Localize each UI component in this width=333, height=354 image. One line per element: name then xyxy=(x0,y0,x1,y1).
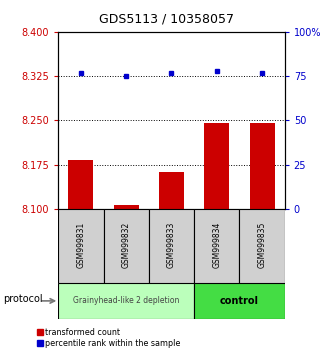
Bar xyxy=(194,283,285,319)
Bar xyxy=(149,209,194,283)
Legend: transformed count, percentile rank within the sample: transformed count, percentile rank withi… xyxy=(37,328,181,348)
Text: GSM999834: GSM999834 xyxy=(212,221,221,268)
Bar xyxy=(114,205,139,209)
Bar xyxy=(69,160,93,209)
Text: GSM999832: GSM999832 xyxy=(122,221,131,268)
Text: control: control xyxy=(220,296,259,306)
Bar xyxy=(194,209,239,283)
Text: GSM999833: GSM999833 xyxy=(167,221,176,268)
Bar xyxy=(58,209,104,283)
Bar xyxy=(239,209,285,283)
Bar xyxy=(58,283,194,319)
Text: GSM999831: GSM999831 xyxy=(76,221,86,268)
Text: GDS5113 / 10358057: GDS5113 / 10358057 xyxy=(99,12,234,25)
Bar xyxy=(250,123,274,209)
Bar xyxy=(104,209,149,283)
Text: GSM999835: GSM999835 xyxy=(257,221,267,268)
Text: protocol: protocol xyxy=(3,294,43,304)
Bar xyxy=(204,123,229,209)
Text: Grainyhead-like 2 depletion: Grainyhead-like 2 depletion xyxy=(73,296,179,306)
Bar xyxy=(159,172,184,209)
